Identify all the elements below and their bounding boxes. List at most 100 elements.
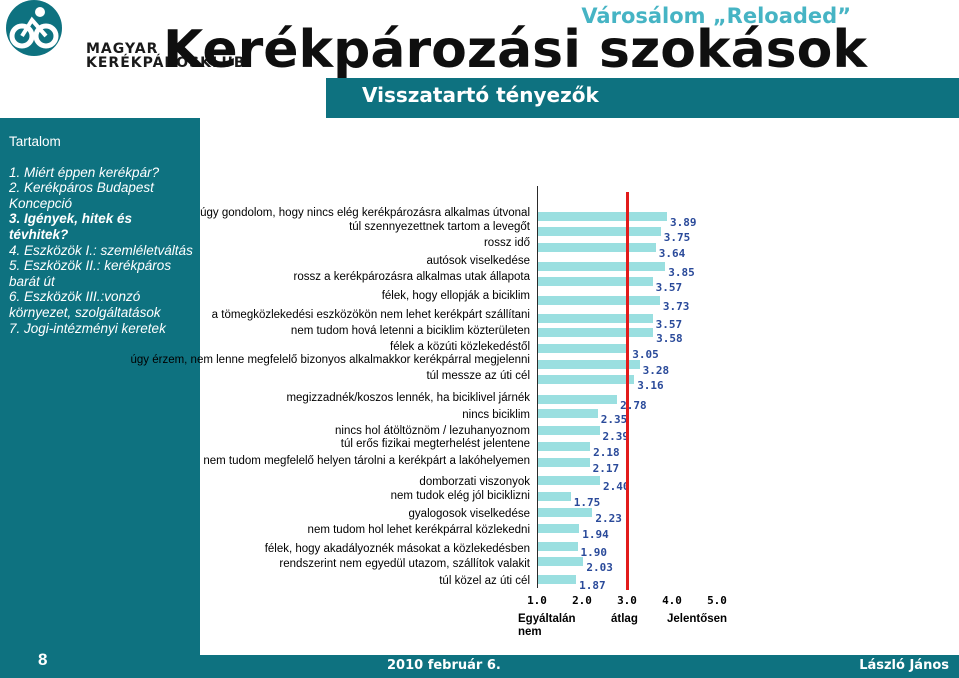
category-label: úgy érzem, nem lenne megfelelő bizonyos … (130, 354, 530, 366)
logo-text: MAGYAR KERÉKPÁROSKLUB (86, 42, 246, 70)
bar (537, 442, 591, 451)
data-label: 3.58 (656, 332, 683, 345)
average-line (626, 192, 629, 590)
bar (537, 212, 668, 221)
bar (537, 296, 660, 305)
table-of-contents: Tartalom 1. Miért éppen kerékpár? 2. Keré… (9, 134, 195, 336)
category-label: rossz a kerékpározásra alkalmas utak áll… (293, 271, 530, 283)
category-label: a tömegközlekedési eszközökön nem lehet … (211, 309, 530, 321)
subtitle-bar: Visszatartó tényezők (326, 78, 959, 118)
y-axis-line (537, 186, 538, 588)
scale-label-mid: átlag (611, 613, 638, 625)
bar (537, 426, 600, 435)
toc-item[interactable]: 5. Eszközök II.: kerékpáros barát út (9, 258, 172, 289)
footer-author: László János (859, 658, 949, 673)
sidebar: Tartalom 1. Miért éppen kerékpár? 2. Keré… (0, 118, 200, 678)
data-label: 2.23 (595, 512, 622, 525)
footer-date: 2010 február 6. (387, 658, 501, 673)
page-subtitle: Visszatartó tényezők (362, 83, 599, 107)
data-label: 3.73 (662, 300, 690, 313)
bar (537, 409, 598, 418)
toc-item[interactable]: 1. Miért éppen kerékpár? (9, 164, 160, 180)
bar (537, 458, 590, 467)
category-label: túl közel az úti cél (439, 575, 530, 587)
data-label: 2.18 (593, 446, 620, 459)
data-label: 1.87 (579, 579, 606, 592)
bar (537, 344, 630, 353)
data-label: 3.89 (670, 216, 697, 229)
category-label: nincs hol átöltöznöm / lezuhanyoznom (335, 425, 530, 437)
data-label: 3.85 (668, 266, 695, 279)
data-label: 2.40 (603, 480, 630, 493)
category-label: gyalogosok viselkedése (408, 508, 530, 520)
category-label: félek a közúti közlekedéstől (390, 341, 530, 353)
x-tick-label: 2.0 (572, 594, 592, 607)
bar (537, 542, 578, 551)
toc-heading[interactable]: Tartalom (9, 134, 61, 149)
data-label: 2.39 (602, 430, 630, 443)
footer-bar: 2010 február 6. László János (200, 655, 959, 678)
data-label: 3.64 (658, 247, 686, 260)
slide-header: MAGYAR KERÉKPÁROSKLUB Kerékpározási szok… (0, 0, 959, 118)
data-label: 3.28 (642, 364, 670, 377)
bar (537, 508, 593, 517)
bar (537, 328, 654, 337)
category-label: nincs biciklim (462, 409, 530, 421)
x-tick-label: 4.0 (662, 594, 682, 607)
category-label: úgy gondolom, hogy nincs elég kerékpároz… (200, 207, 530, 219)
data-label: 3.57 (655, 318, 683, 331)
cyclist-logo-icon (6, 0, 62, 56)
bar (537, 575, 577, 584)
bar (537, 492, 571, 501)
data-label: 1.90 (580, 546, 608, 559)
bar (537, 314, 653, 323)
data-label: 2.03 (586, 561, 613, 574)
category-label: félek, hogy ellopják a biciklim (381, 290, 530, 302)
data-label: 3.16 (637, 379, 664, 392)
category-label: rossz idő (483, 237, 530, 249)
bar (537, 227, 661, 236)
toc-item[interactable]: 7. Jogi-intézményi keretek (9, 320, 166, 336)
bar (537, 277, 653, 286)
project-title: Városálom „Reloaded” (581, 4, 851, 28)
data-label: 3.57 (655, 281, 683, 294)
toc-item[interactable]: 4. Eszközök I.: szemléletváltás (9, 242, 193, 258)
data-label: 2.17 (592, 462, 620, 475)
toc-item[interactable]: 3. Igények, hitek és tévhitek? (9, 211, 133, 242)
category-label: nem tudom hol lehet kerékpárral közleked… (307, 524, 530, 536)
page-title: Kerékpározási szokások (163, 20, 867, 80)
data-label: 1.75 (573, 496, 601, 509)
bar (537, 262, 666, 271)
bar (537, 395, 618, 404)
data-label: 2.78 (620, 399, 647, 412)
bar (537, 243, 656, 252)
logo-text-line2: KERÉKPÁROSKLUB (86, 55, 246, 71)
x-tick-label: 3.0 (617, 594, 637, 607)
data-label: 3.75 (663, 231, 691, 244)
category-label: túl szennyezettnek tartom a levegőt (349, 221, 530, 233)
category-label: autósok viselkedése (426, 255, 530, 267)
category-label: félek, hogy akadályoznék másokat a közle… (264, 543, 530, 555)
toc-item[interactable]: 2. Kerékpáros Budapest Koncepció (9, 180, 154, 211)
data-label: 1.94 (582, 528, 609, 541)
x-tick-label: 1.0 (527, 594, 547, 607)
category-label: túl erős fizikai megterhelést jelentene (340, 438, 530, 450)
page-number: 8 (38, 650, 48, 669)
bar (537, 557, 584, 566)
x-tick-label: 5.0 (707, 594, 727, 607)
toc-list: 1. Miért éppen kerékpár? 2. Kerékpáros Bu… (9, 165, 195, 337)
toc-item[interactable]: 6. Eszközök III.:vonzó környezet, szolgá… (9, 289, 161, 320)
scale-label-low: Egyáltalán nem (518, 613, 576, 638)
bar (537, 524, 580, 533)
bar (537, 476, 600, 485)
bar (537, 375, 635, 384)
scale-label-high: Jelentősen (667, 613, 728, 625)
category-label: túl messze az úti cél (426, 370, 530, 382)
data-label: 2.35 (600, 413, 628, 426)
logo-text-line1: MAGYAR (86, 41, 159, 57)
category-label: nem tudom megfelelő helyen tárolni a ker… (203, 455, 530, 467)
bar (537, 360, 640, 369)
category-label: megizzadnék/koszos lennék, ha biciklivel… (286, 392, 530, 404)
category-label: domborzati viszonyok (419, 476, 530, 488)
category-label: nem tudok elég jól biciklizni (390, 490, 530, 502)
